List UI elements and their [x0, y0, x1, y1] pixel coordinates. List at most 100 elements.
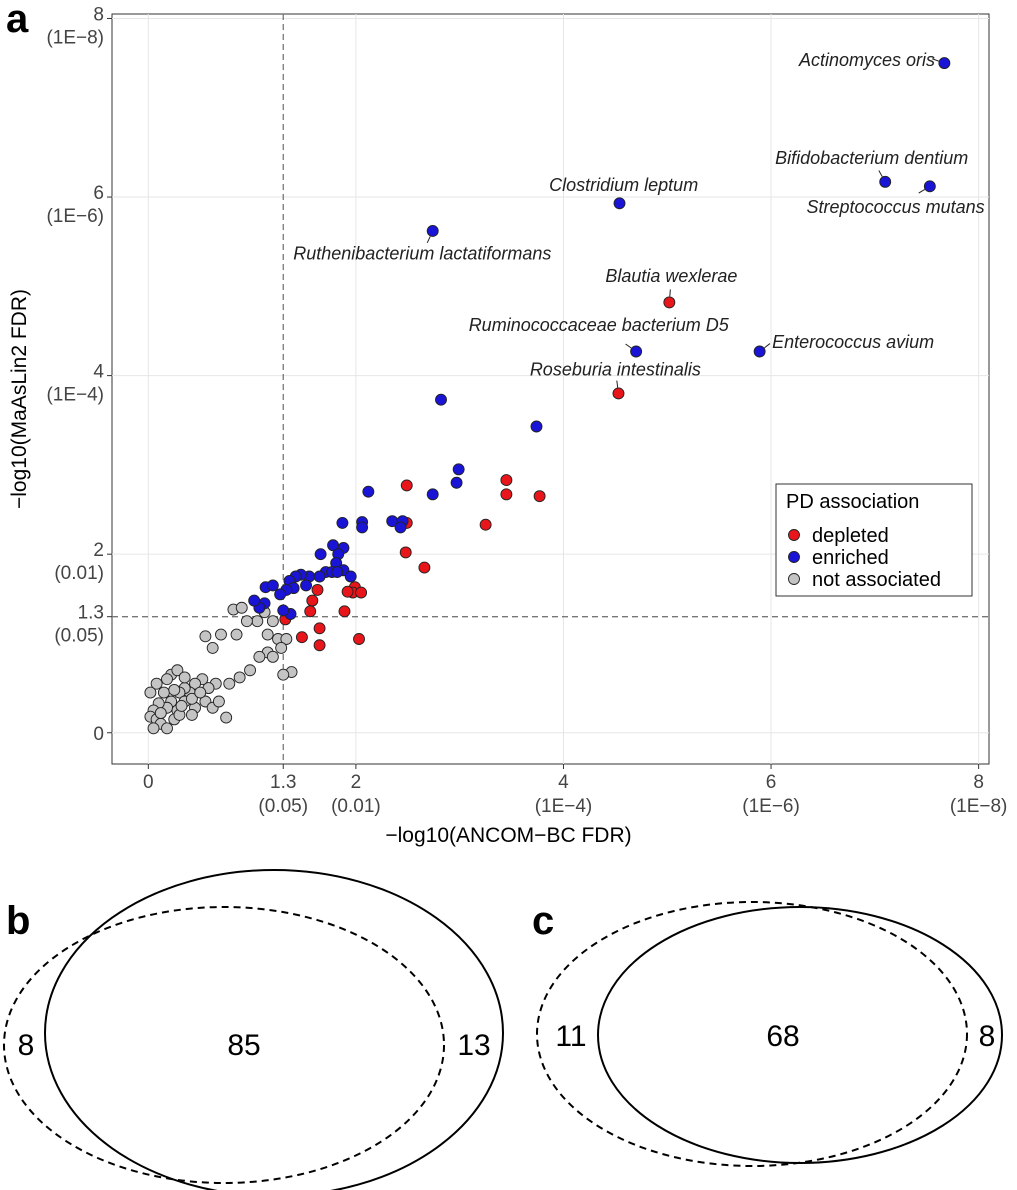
y-tick-label: 8 [93, 4, 104, 25]
legend-title: PD association [786, 491, 919, 513]
point-enriched [300, 579, 313, 592]
data-points [144, 57, 951, 735]
x-tick-label: 6 [766, 772, 777, 793]
y-tick-label: 4 [93, 362, 104, 383]
point-depleted [295, 631, 308, 644]
y-tick-sublabel: (0.05) [54, 626, 104, 647]
point-enriched [613, 197, 626, 210]
point-enriched [248, 594, 261, 607]
point-not-associated [261, 628, 274, 641]
point-depleted [313, 639, 326, 652]
point-depleted [533, 490, 546, 503]
annotation-label: Actinomyces oris [798, 50, 935, 70]
point-depleted [311, 583, 324, 596]
annotation-label: Enterococcus avium [772, 332, 934, 352]
venn-diagram-c: 11 68 8 [536, 901, 1003, 1167]
legend-swatch [788, 551, 800, 563]
point-depleted [304, 605, 317, 618]
point-enriched [879, 175, 892, 188]
y-axis-title: −log10(MaAsLin2 FDR) [8, 289, 31, 509]
point-not-associated [215, 628, 227, 641]
annotation-leader [931, 58, 939, 62]
point-not-associated [144, 686, 157, 699]
axis-ticks: 0 1.3(0.05)2(0.01)4(1E−4)6(1E−6)8(1E−8)01… [46, 4, 1007, 817]
point-not-associated [280, 633, 293, 645]
scatter-plot: 0 1.3(0.05)2(0.01)4(1E−4)6(1E−6)8(1E−8)01… [8, 4, 1007, 847]
annotation-label: Streptococcus mutans [807, 197, 985, 217]
annotation-leader [616, 380, 619, 388]
point-depleted [500, 474, 513, 487]
annotation-leader [669, 289, 671, 297]
venn-b-both: 85 [227, 1029, 260, 1062]
point-enriched [314, 548, 327, 561]
x-tick-sublabel: (0.05) [258, 796, 308, 817]
venn-b-left-only: 8 [18, 1029, 35, 1062]
legend-entry-label: depleted [812, 525, 889, 547]
point-not-associated [194, 686, 207, 699]
plot-panel-border [111, 13, 990, 765]
point-enriched [274, 588, 287, 601]
y-tick-label: 6 [93, 183, 104, 204]
venn-c-right-only: 8 [979, 1020, 996, 1053]
annotation-label: Ruminococcaceae bacterium D5 [469, 315, 730, 335]
point-not-associated [161, 673, 173, 686]
venn-b-right-only: 13 [457, 1029, 490, 1062]
point-enriched [344, 570, 357, 583]
annotation-leader [625, 343, 632, 349]
point-enriched [426, 488, 439, 501]
point-not-associated [168, 683, 181, 696]
point-depleted [355, 586, 368, 599]
x-tick-sublabel: (1E−4) [535, 796, 593, 817]
point-not-associated [185, 708, 198, 721]
point-not-associated [150, 677, 163, 690]
point-depleted [313, 622, 326, 635]
point-not-associated [147, 722, 160, 735]
point-not-associated [266, 615, 279, 628]
point-not-associated [175, 700, 188, 712]
point-not-associated [230, 628, 243, 641]
point-not-associated [251, 615, 264, 628]
point-not-associated [189, 677, 201, 690]
point-not-associated [244, 664, 256, 677]
y-tick-sublabel: (1E−8) [46, 27, 104, 48]
point-not-associated [157, 686, 170, 699]
point-enriched [938, 57, 951, 70]
point-enriched [313, 570, 326, 583]
point-enriched [923, 180, 936, 193]
point-depleted [341, 585, 354, 598]
point-enriched [530, 420, 543, 433]
point-depleted [418, 561, 431, 574]
point-not-associated [171, 664, 184, 677]
venn-b-dashed-set [3, 906, 445, 1184]
point-depleted [338, 605, 351, 618]
point-enriched [435, 393, 447, 406]
annotation-label: Clostridium leptum [549, 175, 698, 195]
x-tick-label: 1.3 [270, 772, 296, 793]
x-axis-title: −log10(ANCOM−BC FDR) [385, 824, 631, 847]
point-depleted [500, 488, 513, 501]
point-depleted [663, 296, 676, 309]
y-tick-label: 1.3 [78, 603, 104, 624]
venn-b-solid-set [44, 869, 504, 1190]
point-not-associated [178, 671, 191, 684]
point-depleted [479, 518, 492, 531]
point-not-associated [233, 671, 246, 684]
annotation-leader [878, 170, 883, 177]
x-tick-label: 2 [351, 772, 362, 793]
annotation-leader [764, 343, 771, 349]
point-depleted [353, 633, 365, 645]
point-not-associated [161, 722, 173, 735]
point-depleted [612, 387, 625, 400]
point-not-associated [253, 650, 266, 663]
point-not-associated [206, 641, 219, 654]
point-depleted [306, 594, 319, 607]
x-tick-sublabel: (0.01) [331, 796, 381, 817]
point-not-associated [277, 668, 290, 681]
x-tick-label: 8 [973, 772, 984, 793]
panel-label-a: a [6, 0, 29, 41]
annotation-label: Bifidobacterium dentium [775, 148, 968, 168]
point-enriched [336, 516, 349, 529]
annotation-label: Blautia wexlerae [605, 266, 737, 286]
